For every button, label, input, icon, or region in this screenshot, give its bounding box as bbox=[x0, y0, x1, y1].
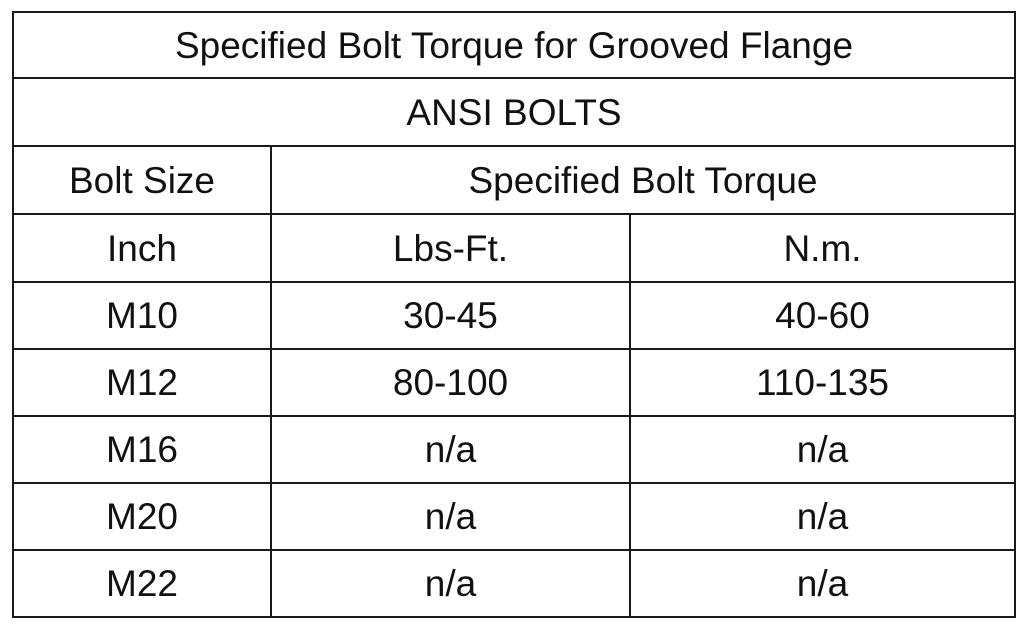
header-unit-lbs-ft: Lbs-Ft. bbox=[270, 213, 631, 283]
table-subtitle: ANSI BOLTS bbox=[12, 77, 1016, 147]
header-torque: Specified Bolt Torque bbox=[270, 145, 1016, 215]
cell-size: M16 bbox=[12, 415, 272, 484]
table-row: M22 n/a n/a bbox=[12, 549, 1016, 618]
header-unit-nm: N.m. bbox=[629, 213, 1016, 283]
bolt-torque-table: Specified Bolt Torque for Grooved Flange… bbox=[12, 11, 1016, 618]
cell-size: M20 bbox=[12, 482, 272, 551]
cell-size: M12 bbox=[12, 348, 272, 417]
cell-nm: n/a bbox=[629, 415, 1016, 484]
table-row: M10 30-45 40-60 bbox=[12, 281, 1016, 350]
header-bolt-size: Bolt Size bbox=[12, 145, 272, 215]
cell-nm: n/a bbox=[629, 549, 1016, 618]
cell-lbs-ft: 30-45 bbox=[270, 281, 631, 350]
header-unit-inch: Inch bbox=[12, 213, 272, 283]
cell-lbs-ft: n/a bbox=[270, 549, 631, 618]
cell-lbs-ft: n/a bbox=[270, 482, 631, 551]
table-title: Specified Bolt Torque for Grooved Flange bbox=[12, 11, 1016, 79]
table-row: M16 n/a n/a bbox=[12, 415, 1016, 484]
table-row: M20 n/a n/a bbox=[12, 482, 1016, 551]
table-row: M12 80-100 110-135 bbox=[12, 348, 1016, 417]
cell-lbs-ft: n/a bbox=[270, 415, 631, 484]
cell-nm: 110-135 bbox=[629, 348, 1016, 417]
cell-size: M10 bbox=[12, 281, 272, 350]
cell-nm: n/a bbox=[629, 482, 1016, 551]
cell-nm: 40-60 bbox=[629, 281, 1016, 350]
cell-size: M22 bbox=[12, 549, 272, 618]
cell-lbs-ft: 80-100 bbox=[270, 348, 631, 417]
